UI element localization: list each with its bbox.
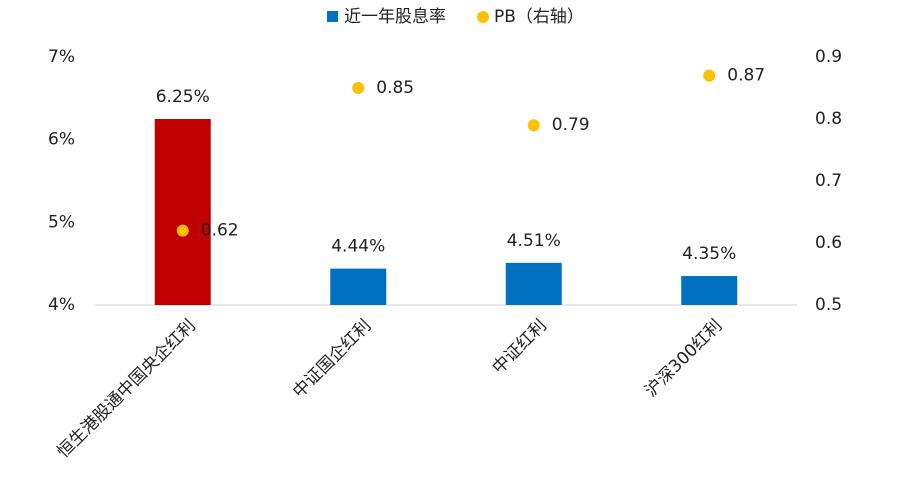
x-tick-label: 中证国企红利 — [289, 316, 375, 402]
bar — [330, 268, 387, 305]
bar-value-label: 6.25% — [156, 87, 210, 107]
point — [703, 69, 716, 82]
point-value-label: 0.85 — [376, 78, 414, 98]
legend-swatch — [477, 11, 489, 23]
point-value-label: 0.79 — [552, 115, 590, 135]
y-tick-label: 5% — [48, 212, 75, 232]
legend-swatch — [327, 11, 338, 22]
bar-value-label: 4.44% — [331, 237, 385, 257]
x-tick-label: 恒生港股通中国央企红利 — [53, 316, 199, 462]
point — [527, 119, 540, 132]
bar-value-label: 4.51% — [507, 231, 561, 251]
bar — [681, 276, 738, 305]
bar-value-label: 4.35% — [682, 244, 736, 264]
y2-tick-label: 0.8 — [815, 109, 842, 129]
legend-label: 近一年股息率 — [344, 7, 446, 27]
point — [352, 82, 365, 94]
y-tick-label: 6% — [48, 130, 75, 150]
point-value-label: 0.87 — [727, 66, 765, 86]
x-tick-label: 沪深300红利 — [641, 316, 726, 401]
y2-tick-label: 0.7 — [815, 171, 842, 191]
bar — [505, 262, 562, 305]
legend-label: PB（右轴） — [494, 7, 584, 27]
y-tick-label: 4% — [48, 295, 75, 315]
point-value-label: 0.62 — [201, 221, 239, 241]
bar — [154, 119, 211, 305]
y2-tick-label: 0.6 — [815, 233, 842, 253]
y2-tick-label: 0.9 — [815, 47, 842, 67]
y2-tick-label: 0.5 — [815, 295, 842, 315]
x-tick-label: 中证红利 — [489, 316, 551, 378]
point — [176, 224, 189, 237]
y-tick-label: 7% — [48, 47, 75, 67]
